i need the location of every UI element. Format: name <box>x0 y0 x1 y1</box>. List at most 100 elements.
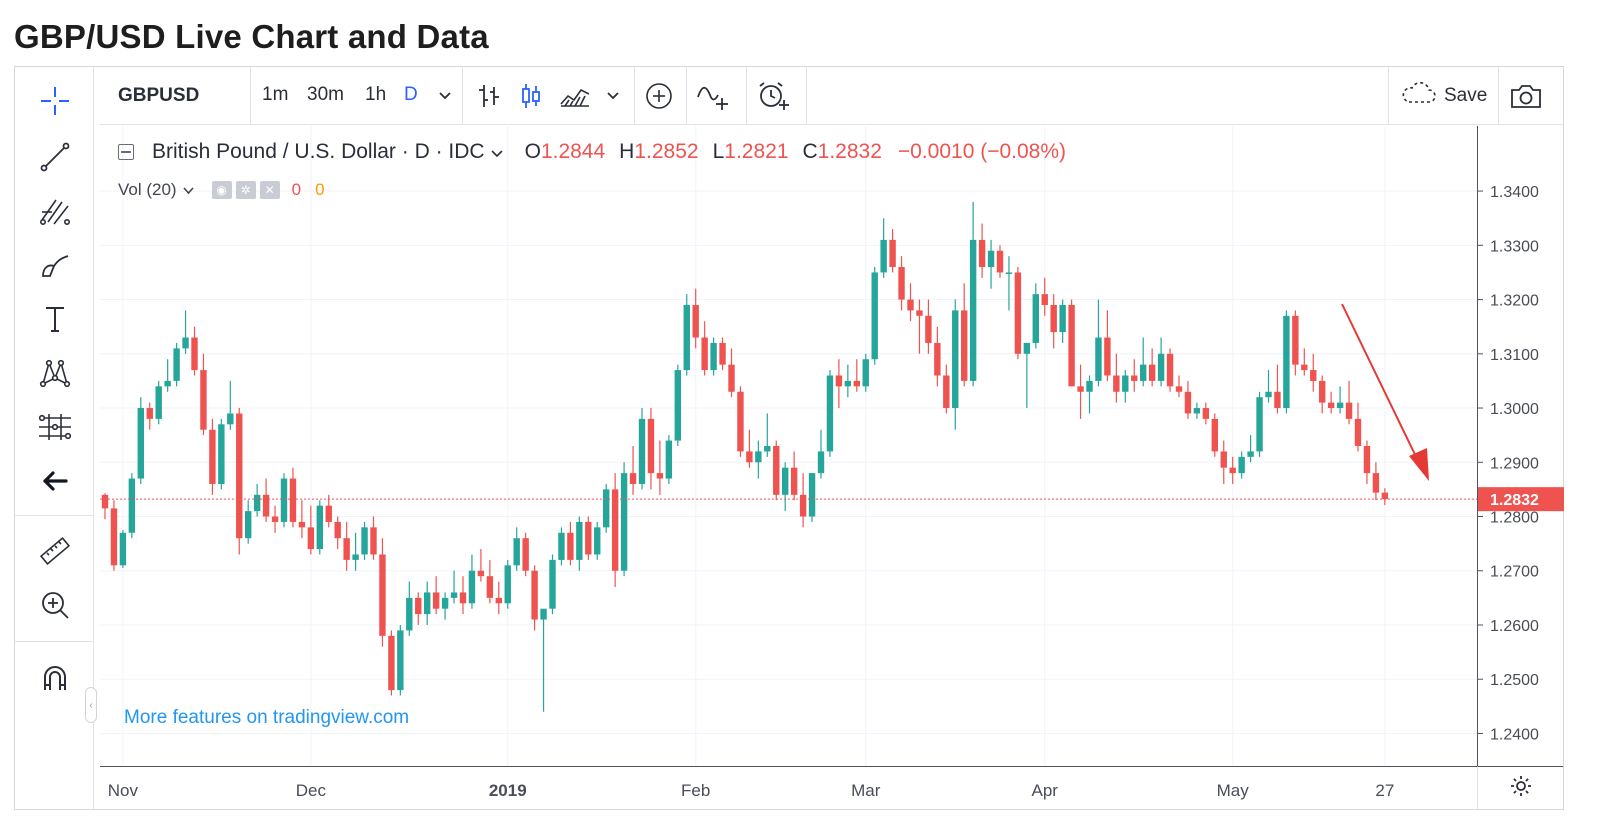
candle-body <box>146 408 153 419</box>
candle-body <box>558 532 565 560</box>
price-tick-label: 1.3400 <box>1490 184 1539 201</box>
zoom-in-icon[interactable] <box>35 585 75 625</box>
candle-body <box>477 570 485 577</box>
price-tick-label: 1.3200 <box>1490 293 1539 310</box>
candle-body <box>594 527 601 555</box>
candle-body <box>540 608 547 620</box>
chevron-down-icon[interactable] <box>596 79 630 113</box>
close-icon[interactable]: ✕ <box>259 181 280 199</box>
back-arrow-icon[interactable] <box>35 461 75 501</box>
candle-body <box>1363 446 1371 474</box>
gear-icon[interactable]: ✲ <box>235 181 256 199</box>
candle-body <box>200 370 207 430</box>
interval-d[interactable]: D <box>404 84 418 105</box>
save-label: Save <box>1444 85 1488 106</box>
chart-settings-button[interactable] <box>1477 766 1563 809</box>
candle-body <box>978 239 986 268</box>
candle-body <box>1247 451 1254 457</box>
candle-body <box>1023 342 1031 354</box>
candle-body <box>388 635 395 691</box>
candle-body <box>1265 391 1272 398</box>
toolbar-collapse-handle[interactable]: ‹ <box>85 687 97 723</box>
candle-body <box>182 337 189 349</box>
candle-body <box>415 597 422 615</box>
interval-30m[interactable]: 30m <box>307 84 344 105</box>
candle-body <box>289 478 297 522</box>
candle-body <box>746 451 753 463</box>
candle-body <box>468 570 476 604</box>
candle-body <box>397 630 404 691</box>
candle-body <box>298 521 306 528</box>
candle-body <box>844 380 852 387</box>
candle-body <box>280 478 288 522</box>
interval-1m[interactable]: 1m <box>262 84 289 105</box>
collapse-legend-icon[interactable] <box>118 144 134 160</box>
candle-body <box>656 473 664 479</box>
candle-body <box>576 521 583 560</box>
tradingview-widget: ‹ GBPUSD 1m 30m 1h D <box>14 66 1564 810</box>
candle-body <box>603 489 610 528</box>
candles-icon[interactable] <box>514 79 548 113</box>
eye-icon[interactable]: ◉ <box>211 181 232 199</box>
time-tick-label: Feb <box>681 781 710 800</box>
price-axis[interactable]: 1.3400 1.3300 1.3200 1.3100 1.3000 1.2900 1.28… <box>1477 126 1564 766</box>
candle-body <box>961 310 968 381</box>
instrument-name[interactable]: British Pound / U.S. Dollar · D · IDC <box>152 140 485 163</box>
promo-link[interactable]: More features on tradingview.com <box>124 707 410 728</box>
low-value: 1.2821 <box>724 140 789 163</box>
low-label: L <box>712 140 725 163</box>
volume-ma-value: 0 <box>315 180 325 199</box>
time-tick-label: May <box>1217 781 1250 800</box>
magnet-icon[interactable] <box>35 659 75 699</box>
candle-body <box>826 375 834 452</box>
change-value: −0.0010 (−0.08%) <box>897 140 1067 163</box>
prediction-icon[interactable] <box>35 407 75 447</box>
candle-body <box>585 521 592 555</box>
open-label: O <box>524 140 541 163</box>
candle-body <box>620 473 628 571</box>
volume-label[interactable]: Vol (20) <box>118 180 177 199</box>
candle-body <box>1229 467 1236 474</box>
text-icon[interactable] <box>35 299 75 339</box>
interval-1h[interactable]: 1h <box>365 84 387 105</box>
add-compare-icon[interactable] <box>642 79 676 113</box>
area-icon[interactable] <box>558 79 592 113</box>
camera-icon[interactable] <box>1509 79 1543 113</box>
candle-body <box>155 386 162 419</box>
candle-body <box>1327 402 1335 409</box>
bars-icon[interactable] <box>472 79 506 113</box>
candle-body <box>352 554 359 560</box>
crosshair-icon[interactable] <box>35 81 75 121</box>
fib-icon[interactable] <box>35 191 75 231</box>
pattern-icon[interactable] <box>35 353 75 393</box>
alert-icon[interactable] <box>756 79 790 113</box>
candlestick-chart[interactable] <box>100 126 1477 766</box>
candle-body <box>916 310 923 316</box>
indicators-icon[interactable] <box>696 79 730 113</box>
candle-body <box>1157 353 1165 381</box>
time-axis[interactable]: Nov Dec 2019 Feb Mar Apr May 27 <box>100 766 1477 809</box>
candle-body <box>271 516 279 522</box>
chevron-down-icon[interactable] <box>491 140 503 164</box>
candle-body <box>334 521 341 539</box>
symbol-search[interactable]: GBPUSD <box>118 85 200 106</box>
ruler-icon[interactable] <box>35 531 75 571</box>
candle-body <box>907 299 914 311</box>
price-tick-label: 1.2800 <box>1490 510 1539 527</box>
candle-body <box>898 267 905 300</box>
candle-body <box>1345 402 1353 419</box>
chevron-down-icon[interactable] <box>428 79 462 113</box>
candle-body <box>1202 408 1210 419</box>
save-button[interactable]: Save <box>1400 79 1487 113</box>
brush-icon[interactable] <box>35 245 75 285</box>
chevron-down-icon[interactable] <box>182 180 194 200</box>
candle-body <box>629 473 637 484</box>
candle-body <box>1372 473 1380 493</box>
candle-body <box>236 413 243 539</box>
open-value: 1.2844 <box>540 140 606 163</box>
time-tick-label: 2019 <box>489 781 527 800</box>
trend-line-icon[interactable] <box>35 137 75 177</box>
candle-body <box>683 304 690 371</box>
candle-body <box>343 538 350 560</box>
